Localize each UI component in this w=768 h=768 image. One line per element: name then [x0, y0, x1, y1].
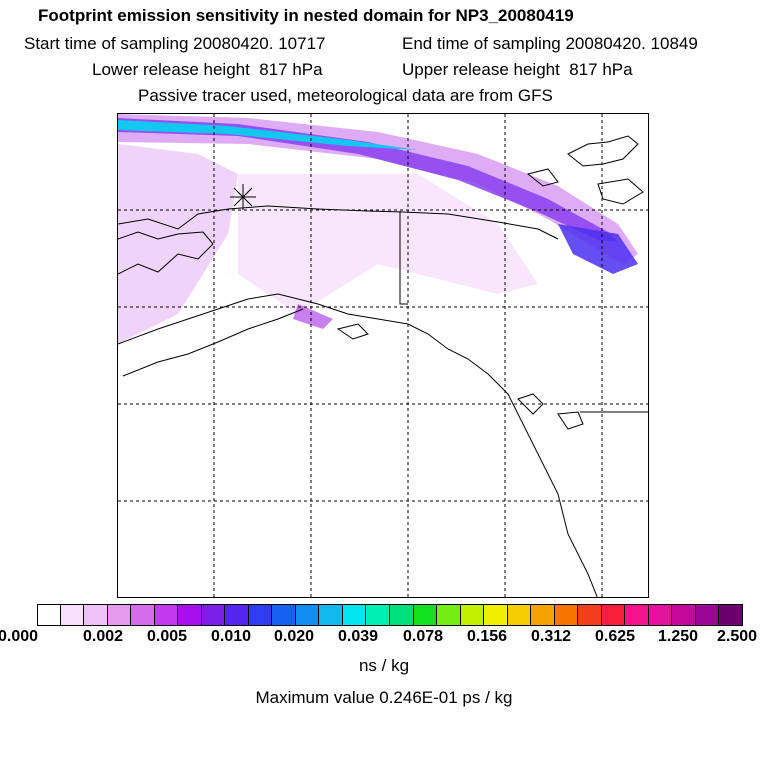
colorbar-segment	[248, 604, 273, 626]
tracer-info-label: Passive tracer used, meteorological data…	[138, 86, 553, 105]
upper-release-label: Upper release height 817 hPa	[402, 60, 633, 79]
colorbar-segment	[507, 604, 532, 626]
colorbar-tick: 0.002	[82, 628, 124, 645]
colorbar-tick: 0.010	[210, 628, 252, 645]
start-time-label: Start time of sampling 20080420. 10717	[24, 34, 326, 53]
colorbar-segment	[484, 604, 508, 626]
colorbar-segment	[578, 604, 602, 626]
map-panel	[117, 113, 649, 598]
colorbar-segment	[413, 604, 438, 626]
colorbar-segment	[225, 604, 249, 626]
colorbar-segment	[84, 604, 108, 626]
colorbar-segment	[554, 604, 579, 626]
colorbar-segment	[695, 604, 720, 626]
colorbar-segment	[437, 604, 461, 626]
emission-sensitivity-field	[118, 114, 638, 344]
colorbar-segment	[672, 604, 696, 626]
maximum-value-label: Maximum value 0.246E-01 ps / kg	[255, 688, 513, 707]
colorbar-segment	[319, 604, 343, 626]
colorbar-tick: 1.250	[657, 628, 699, 645]
colorbar-units: ns / kg	[358, 656, 410, 675]
colorbar-segment	[37, 604, 61, 626]
colorbar-tick: 2.500	[716, 628, 758, 645]
colorbar-tick: 0.020	[273, 628, 315, 645]
colorbar-segment	[295, 604, 320, 626]
colorbar-segment	[178, 604, 202, 626]
colorbar-segment	[60, 604, 85, 626]
lower-release-label: Lower release height 817 hPa	[92, 60, 323, 79]
colorbar-segment	[272, 604, 296, 626]
colorbar-tick: 0.005	[146, 628, 188, 645]
colorbar-segment	[154, 604, 179, 626]
colorbar-tick: 0.000	[0, 628, 39, 645]
colorbar-segment	[342, 604, 367, 626]
colorbar-segment	[601, 604, 626, 626]
colorbar-segment	[531, 604, 555, 626]
footprint-map	[118, 114, 648, 597]
colorbar-segment	[625, 604, 649, 626]
colorbar-tick: 0.039	[337, 628, 379, 645]
colorbar	[37, 604, 743, 626]
colorbar-tick: 0.156	[466, 628, 508, 645]
political-borders	[399, 211, 648, 413]
colorbar-segment	[131, 604, 155, 626]
colorbar-segment	[201, 604, 226, 626]
colorbar-segment	[107, 604, 132, 626]
colorbar-tick: 0.078	[402, 628, 444, 645]
colorbar-tick: 0.312	[530, 628, 572, 645]
colorbar-segment	[366, 604, 390, 626]
colorbar-tick: 0.625	[594, 628, 636, 645]
coastline	[118, 135, 644, 597]
colorbar-segment	[389, 604, 414, 626]
colorbar-segment	[719, 604, 743, 626]
end-time-label: End time of sampling 20080420. 10849	[402, 34, 698, 53]
receptor-star-icon	[230, 184, 256, 210]
colorbar-segment	[648, 604, 673, 626]
map-title: Footprint emission sensitivity in nested…	[38, 6, 574, 25]
colorbar-segment	[460, 604, 485, 626]
